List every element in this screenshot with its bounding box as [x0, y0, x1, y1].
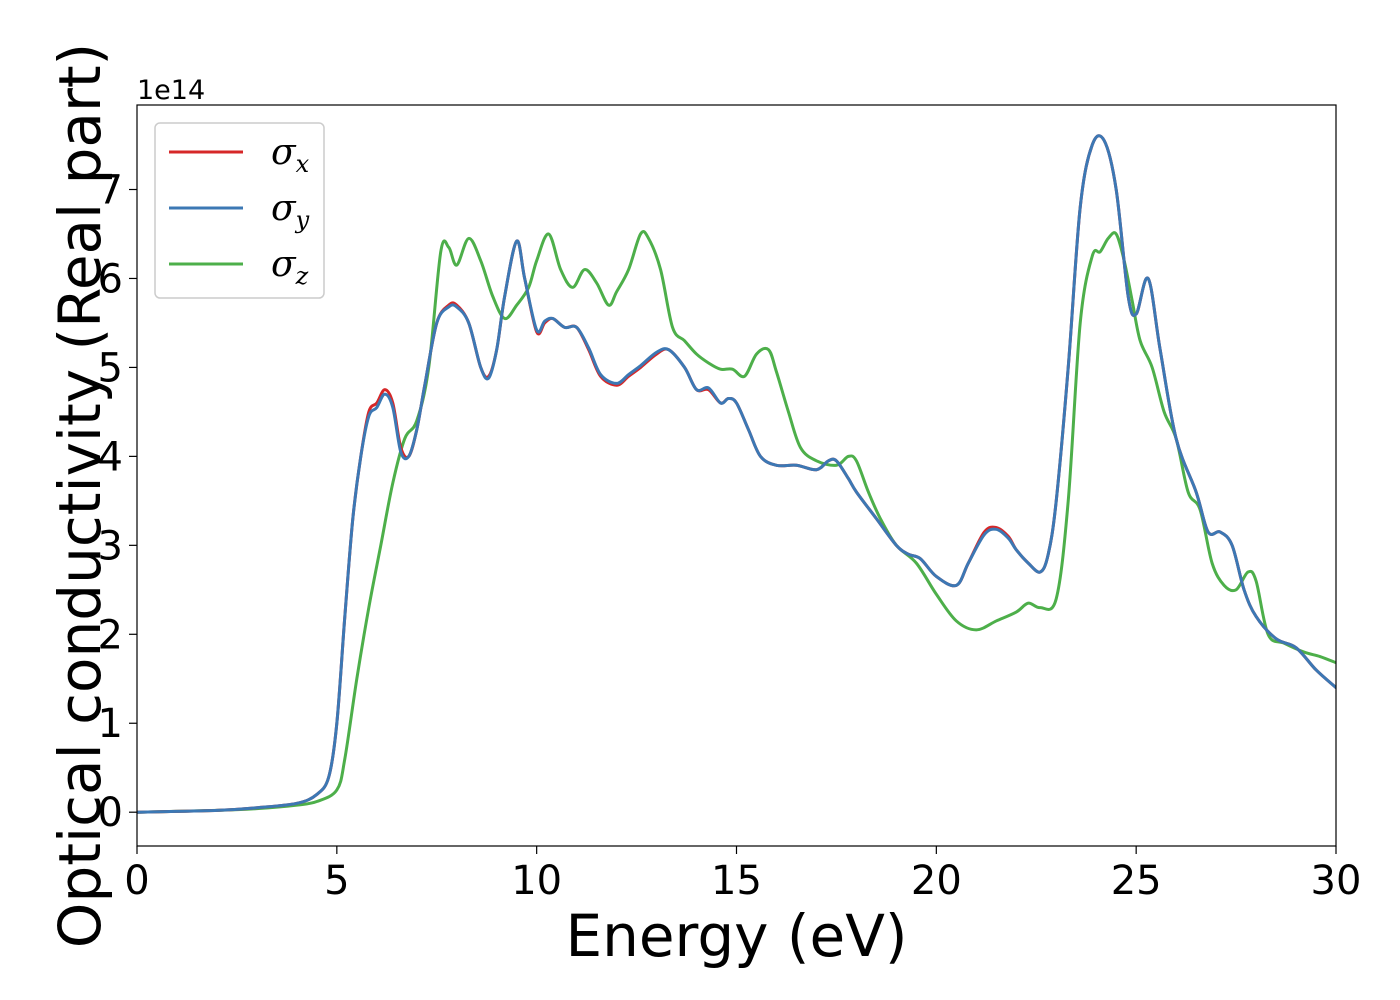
- y-tick-label: 2: [98, 612, 123, 658]
- legend-label-sub: z: [295, 262, 309, 290]
- series-line-z: [137, 230, 1336, 814]
- x-tick-label: 30: [1311, 858, 1362, 904]
- legend-label-z: σz: [271, 244, 309, 290]
- legend-label-base: σ: [271, 132, 297, 173]
- x-tick-label: 15: [711, 858, 762, 904]
- y-tick-label: 0: [98, 790, 123, 836]
- legend-label-sub: x: [296, 150, 310, 178]
- y-tick-label: 5: [98, 345, 123, 391]
- x-tick-label: 0: [124, 858, 149, 904]
- plot-lines: [137, 134, 1336, 814]
- legend-label-base: σ: [271, 244, 297, 285]
- y-tick-label: 3: [98, 523, 123, 569]
- legend-label-base: σ: [271, 188, 297, 229]
- x-axis-label: Energy (eV): [565, 902, 907, 970]
- y-tick-label: 6: [98, 256, 123, 302]
- legend-box: [154, 122, 325, 299]
- legend-label-y: σy: [271, 188, 310, 234]
- y-tick-label: 1: [98, 701, 123, 747]
- legend-label-x: σx: [271, 132, 310, 178]
- x-tick-label: 5: [324, 858, 349, 904]
- x-tick-label: 25: [1111, 858, 1162, 904]
- series-line-y: [137, 134, 1336, 814]
- y-axis-ticks: 0 1 2 3 4 5 6 7: [98, 168, 137, 836]
- x-axis-ticks: 0 5 10 15 20 25 30: [124, 846, 1361, 904]
- y-axis-offset-label: 1e14: [137, 75, 205, 106]
- y-axis-label: Optical conductivity (Real part): [46, 43, 114, 948]
- y-tick-label: 7: [98, 168, 123, 214]
- x-tick-label: 10: [511, 858, 562, 904]
- legend-label-sub: y: [295, 206, 310, 234]
- y-tick-label: 4: [98, 434, 123, 480]
- x-tick-label: 20: [911, 858, 962, 904]
